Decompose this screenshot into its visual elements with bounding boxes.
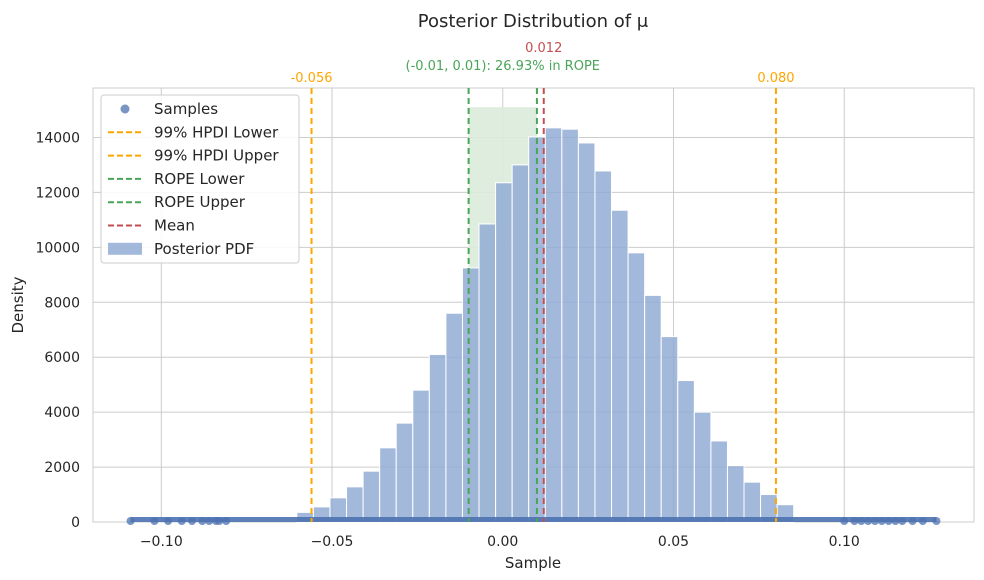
sample-point	[198, 517, 207, 525]
sample-point	[908, 517, 917, 525]
legend: Samples 99% HPDI Lower 99% HPDI Upper ROPE …	[100, 94, 300, 264]
histogram-bar	[627, 252, 646, 523]
y-tick-label: 12000	[35, 185, 80, 201]
histogram-bar	[644, 294, 662, 523]
reference-lines	[310, 88, 777, 522]
sample-point	[918, 517, 927, 525]
legend-marker-samples	[120, 104, 130, 114]
sample-band	[130, 517, 937, 522]
y-tick-label: 14000	[35, 130, 80, 146]
histogram-bar	[561, 128, 579, 523]
histogram-bar	[660, 336, 679, 523]
histogram-bar	[495, 182, 513, 523]
histogram-bar	[611, 209, 629, 523]
histogram-bar	[544, 127, 563, 523]
y-tick-label: 0	[71, 515, 80, 531]
x-tick-label: −0.10	[140, 534, 183, 550]
histogram-bar	[428, 353, 447, 523]
x-axis-label: Sample	[505, 554, 561, 572]
legend-label: 99% HPDI Upper	[154, 147, 279, 165]
legend-label: ROPE Upper	[154, 193, 246, 211]
y-tick-label: 10000	[35, 240, 80, 256]
legend-marker-posterior	[108, 242, 142, 255]
histogram-bar	[379, 447, 397, 523]
histogram-bar	[346, 486, 364, 523]
histogram-bar	[677, 380, 695, 523]
y-tick-label: 6000	[44, 350, 80, 366]
x-tick-label: 0.05	[658, 534, 689, 550]
sample-point	[177, 517, 186, 525]
y-tick-label: 8000	[44, 295, 80, 311]
x-tick-label: 0.00	[487, 534, 518, 550]
histogram-bar	[395, 422, 414, 523]
line-annotations: -0.056 0.080 0.012 (-0.01, 0.01): 26.93% in…	[291, 41, 795, 86]
histogram-bar	[710, 440, 728, 523]
legend-label: 99% HPDI Lower	[154, 123, 279, 141]
sample-point	[864, 517, 873, 525]
sample-point	[205, 517, 214, 525]
rope-annotation: (-0.01, 0.01): 26.93% in ROPE	[406, 59, 601, 74]
histogram-bar	[461, 267, 480, 523]
x-axis-ticks: −0.10 −0.05 0.00 0.05 0.10	[140, 534, 860, 550]
histogram-bar	[478, 223, 497, 523]
histogram-bar	[594, 170, 613, 523]
sample-point	[215, 517, 224, 525]
x-tick-label: −0.05	[311, 534, 354, 550]
y-axis-ticks: 0 2000 4000 6000 8000 10000 12000 14000	[35, 130, 80, 531]
sample-point	[850, 517, 859, 525]
hpdi-annotation: 0.080	[757, 71, 794, 86]
histogram-bar	[693, 411, 712, 523]
sample-points	[126, 517, 941, 525]
legend-box	[100, 94, 300, 264]
sample-point	[164, 517, 173, 525]
sample-point	[126, 517, 135, 525]
sample-point	[188, 517, 197, 525]
histogram-bars	[296, 127, 795, 523]
sample-point	[870, 517, 879, 525]
histogram-bar	[511, 164, 530, 523]
legend-label: Posterior PDF	[154, 240, 254, 258]
histogram-bar	[445, 312, 463, 523]
sample-point	[857, 517, 866, 525]
y-tick-label: 2000	[44, 460, 80, 476]
sample-point	[891, 517, 900, 525]
y-axis-label: Density	[9, 276, 27, 333]
sample-point	[877, 517, 886, 525]
histogram-bar	[362, 470, 381, 523]
y-tick-label: 4000	[44, 405, 80, 421]
chart-title: Posterior Distribution of μ	[418, 11, 649, 32]
sample-point	[150, 517, 159, 525]
histogram-bar	[743, 481, 762, 523]
hpdi-annotation: -0.056	[291, 71, 333, 86]
sample-point	[840, 517, 849, 525]
histogram-bar	[726, 465, 745, 523]
legend-label: Samples	[154, 100, 218, 118]
sample-point	[898, 517, 907, 525]
mean-annotation: 0.012	[525, 41, 562, 56]
x-tick-label: 0.10	[829, 534, 860, 550]
sample-point	[222, 517, 231, 525]
legend-label: Mean	[154, 217, 195, 235]
sample-point	[932, 517, 941, 525]
sample-point	[884, 517, 893, 525]
histogram-bar	[577, 142, 596, 523]
legend-label: ROPE Lower	[154, 170, 245, 188]
histogram-bar	[412, 389, 430, 523]
